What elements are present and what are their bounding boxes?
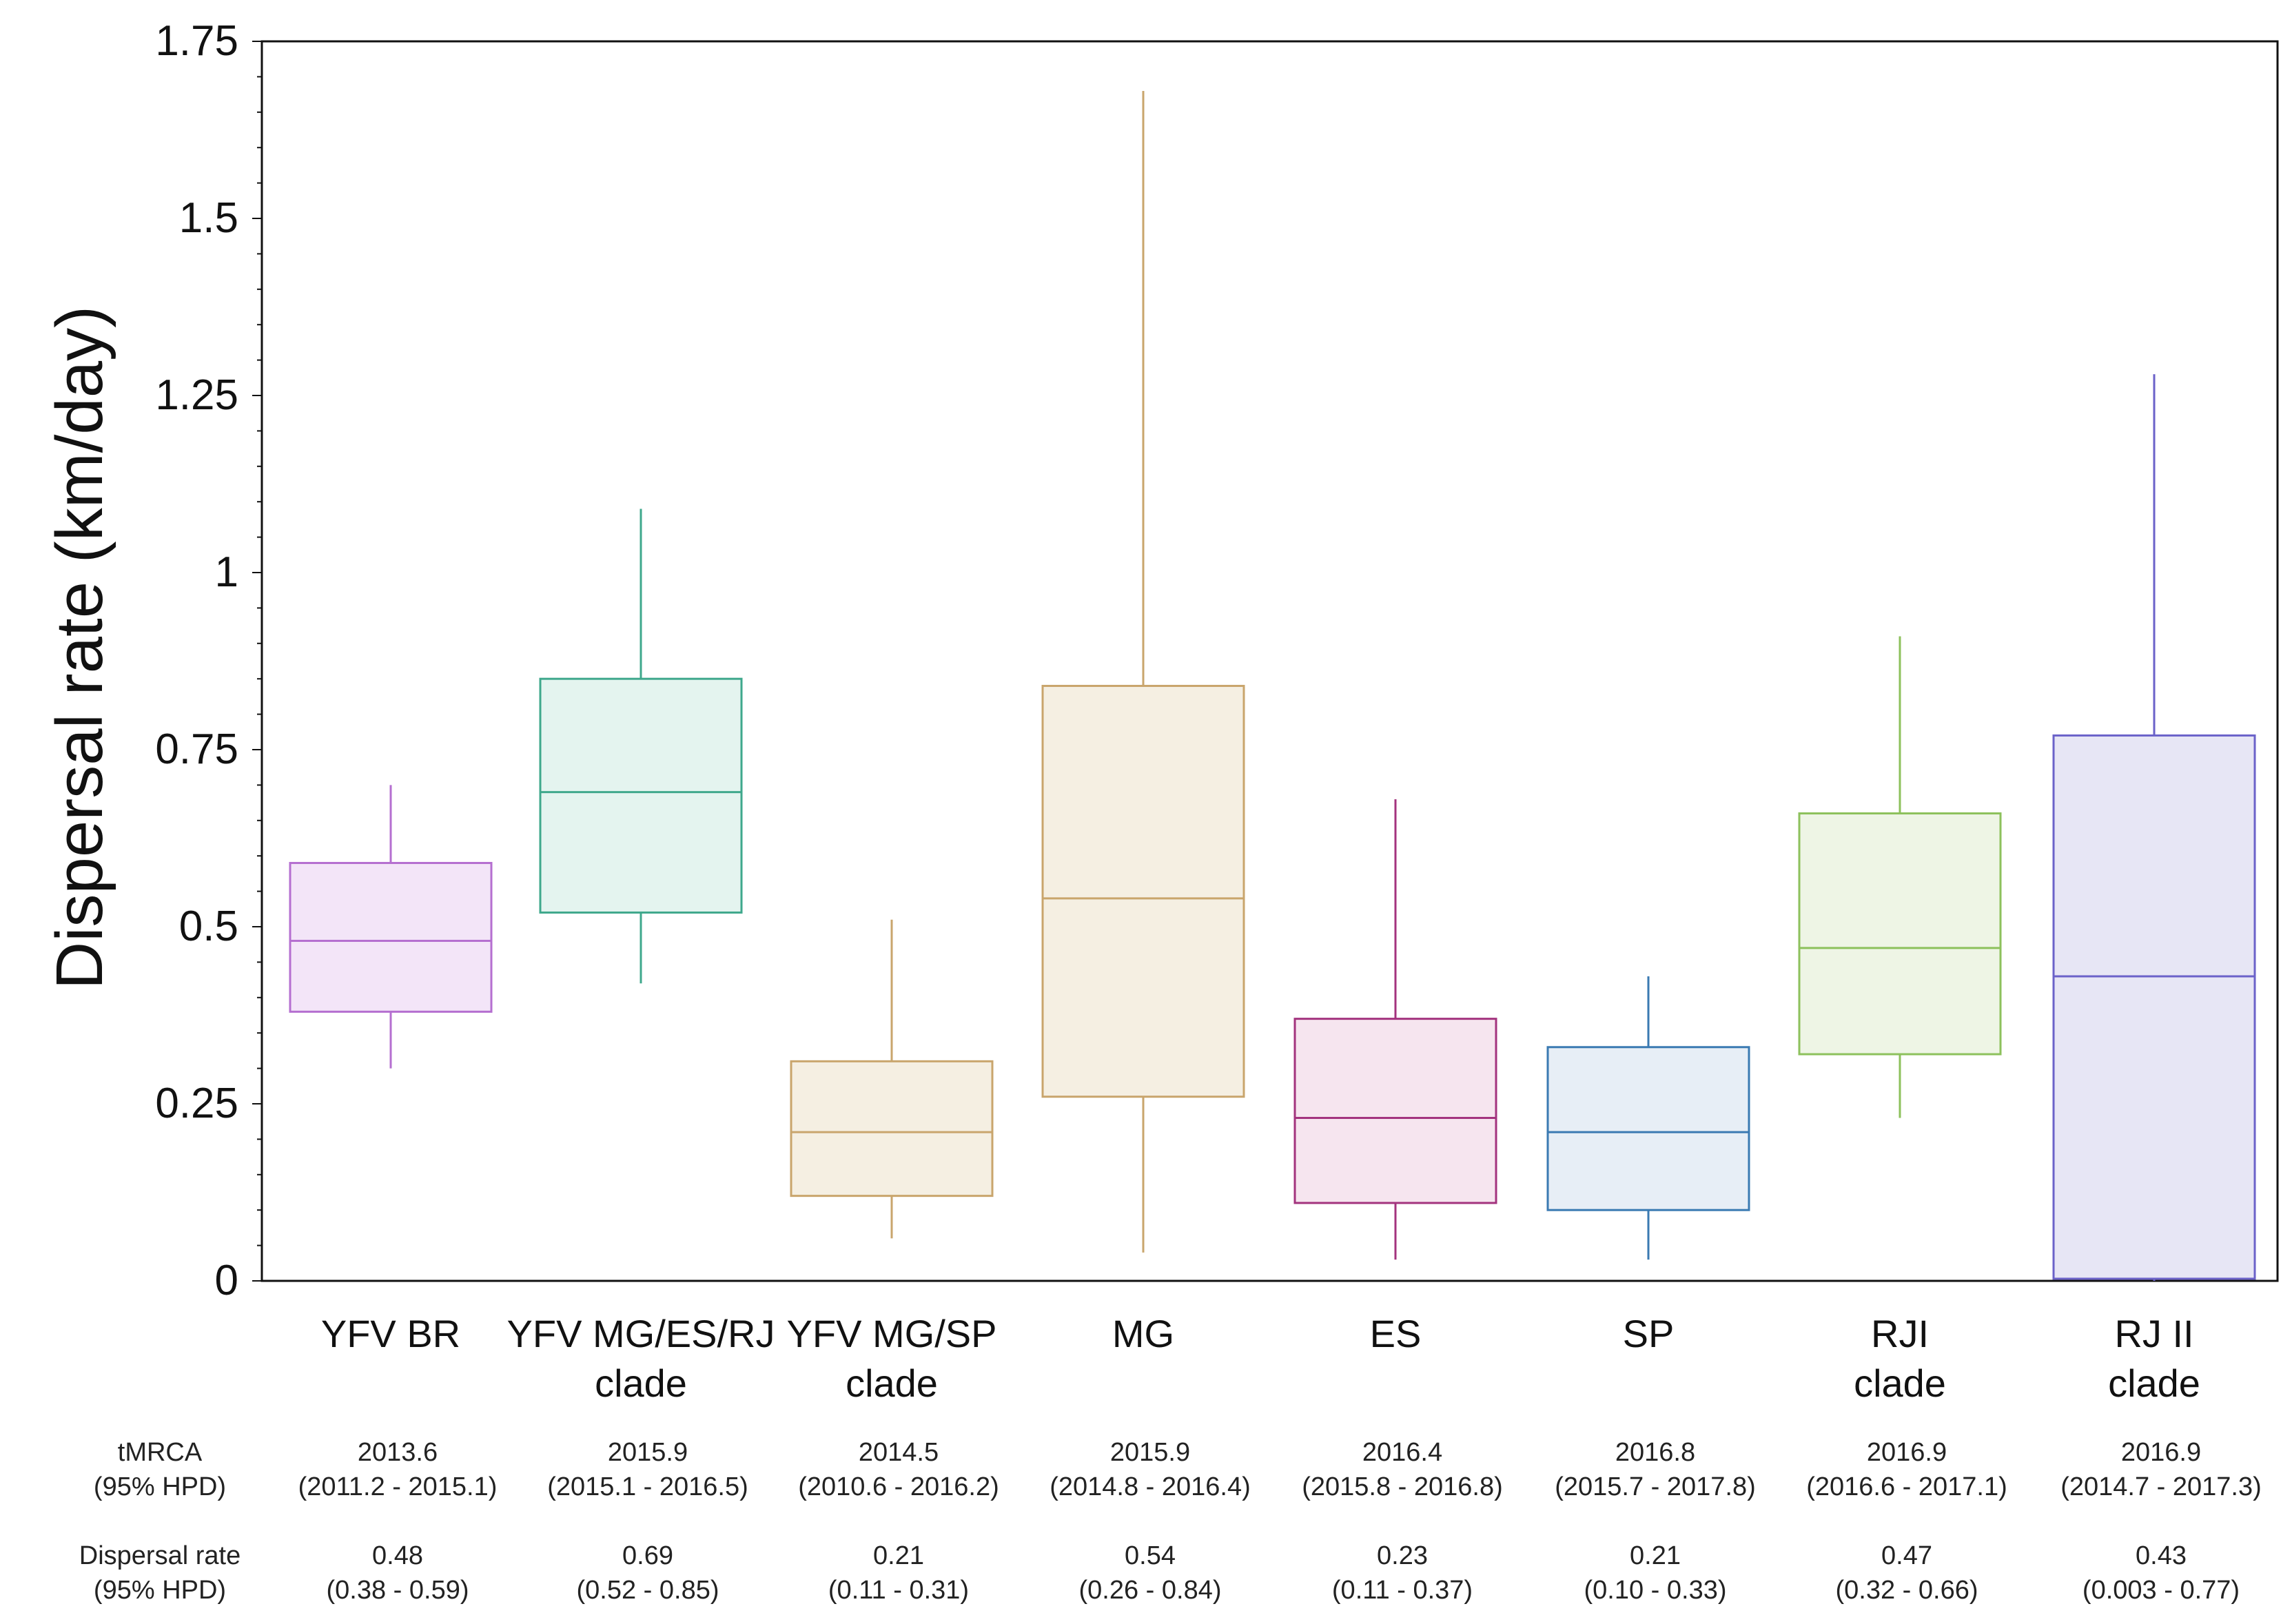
- plot-frame: [260, 40, 2279, 1282]
- x-category-label: clade: [1854, 1361, 1946, 1405]
- table-cell: 2014.5: [859, 1438, 939, 1467]
- x-category-label: clade: [2108, 1361, 2200, 1405]
- x-category-label: MG: [1112, 1312, 1174, 1355]
- table-cell: 0.21: [873, 1541, 924, 1570]
- table-row-label: Dispersal rate: [79, 1541, 241, 1570]
- y-axis-label: Dispersal rate (km/day): [43, 306, 116, 989]
- box-iqr: [1546, 1046, 1750, 1211]
- box-group: [1546, 976, 1750, 1260]
- table-cell: 2015.9: [608, 1438, 688, 1467]
- y-tick-label: 0.5: [179, 903, 238, 950]
- x-category-label: YFV BR: [321, 1312, 460, 1355]
- table-cell: (0.11 - 0.37): [1332, 1576, 1473, 1605]
- table-cell: 2016.9: [2121, 1438, 2201, 1467]
- box-iqr: [539, 677, 743, 914]
- box-iqr: [2052, 734, 2256, 1280]
- x-category-label: RJ II: [2114, 1312, 2193, 1355]
- x-category-label: SP: [1623, 1312, 1675, 1355]
- table-cell: 2013.6: [358, 1438, 438, 1467]
- table-cell: 0.48: [372, 1541, 423, 1570]
- table-cell: 2016.4: [1362, 1438, 1442, 1467]
- box-group: [790, 919, 994, 1239]
- summary-table: tMRCA (95% HPD) 2013.6 (2011.2 - 2015.1) 201…: [79, 1438, 2262, 1605]
- box-iqr: [1041, 684, 1245, 1098]
- x-category-label: RJI: [1871, 1312, 1929, 1355]
- y-tick-label: 0: [215, 1257, 238, 1304]
- table-cell: (0.52 - 0.85): [577, 1576, 719, 1605]
- table-cell: (0.32 - 0.66): [1836, 1576, 1978, 1605]
- table-row-label: (95% HPD): [94, 1576, 226, 1605]
- table-cell: 2015.9: [1110, 1438, 1190, 1467]
- box-iqr: [289, 861, 493, 1013]
- y-tick-label: 0.25: [155, 1080, 238, 1127]
- table-cell: 0.47: [1881, 1541, 1932, 1570]
- table-cell: (0.38 - 0.59): [327, 1576, 469, 1605]
- x-category-label: YFV MG/SP: [787, 1312, 997, 1355]
- box-group: [1798, 636, 2002, 1118]
- box-group: [1041, 90, 1245, 1253]
- y-tick-label: 1.5: [179, 194, 238, 242]
- table-cell: (2014.7 - 2017.3): [2060, 1472, 2262, 1501]
- table-row-label: (95% HPD): [94, 1472, 226, 1501]
- table-cell: 2016.9: [1867, 1438, 1947, 1467]
- table-cell: (2016.6 - 2017.1): [1806, 1472, 2007, 1501]
- x-category-label: YFV MG/ES/RJ: [507, 1312, 775, 1355]
- box-iqr: [1293, 1018, 1497, 1204]
- table-cell: (0.26 - 0.84): [1079, 1576, 1222, 1605]
- table-cell: (2010.6 - 2016.2): [798, 1472, 999, 1501]
- table-cell: 0.43: [2136, 1541, 2187, 1570]
- table-cell: (2015.7 - 2017.8): [1555, 1472, 1756, 1501]
- y-axis: 0 0.25 0.5 0.75 1 1.25 1.5 1.75: [155, 17, 262, 1304]
- y-tick-label: 0.75: [155, 726, 238, 773]
- y-tick-label: 1.25: [155, 371, 238, 419]
- box-group: [539, 508, 743, 984]
- table-cell: 0.69: [622, 1541, 673, 1570]
- table-cell: (0.003 - 0.77): [2083, 1576, 2240, 1605]
- table-cell: 0.21: [1630, 1541, 1681, 1570]
- x-category-label: clade: [595, 1361, 687, 1405]
- table-cell: (0.11 - 0.31): [828, 1576, 969, 1605]
- table-cell: 0.54: [1125, 1541, 1176, 1570]
- y-tick-label: 1: [215, 548, 238, 596]
- y-tick-label: 1.75: [155, 17, 238, 65]
- x-category-label: ES: [1370, 1312, 1422, 1355]
- table-cell: (2014.8 - 2016.4): [1050, 1472, 1251, 1501]
- table-cell: (2011.2 - 2015.1): [298, 1472, 498, 1501]
- table-row-label: tMRCA: [118, 1438, 203, 1467]
- box-iqr: [1798, 812, 2002, 1056]
- box-iqr: [790, 1060, 994, 1198]
- boxes: [289, 90, 2256, 1281]
- box-group: [289, 785, 493, 1069]
- box-group: [1293, 799, 1497, 1260]
- table-cell: (0.10 - 0.33): [1584, 1576, 1727, 1605]
- table-cell: 2016.8: [1615, 1438, 1695, 1467]
- category-labels: YFV BR YFV MG/ES/RJ clade YFV MG/SP clade MG E…: [321, 1312, 2200, 1405]
- box-group: [2052, 374, 2256, 1281]
- table-cell: (2015.8 - 2016.8): [1302, 1472, 1503, 1501]
- table-cell: 0.23: [1377, 1541, 1428, 1570]
- x-category-label: clade: [846, 1361, 938, 1405]
- table-cell: (2015.1 - 2016.5): [547, 1472, 748, 1501]
